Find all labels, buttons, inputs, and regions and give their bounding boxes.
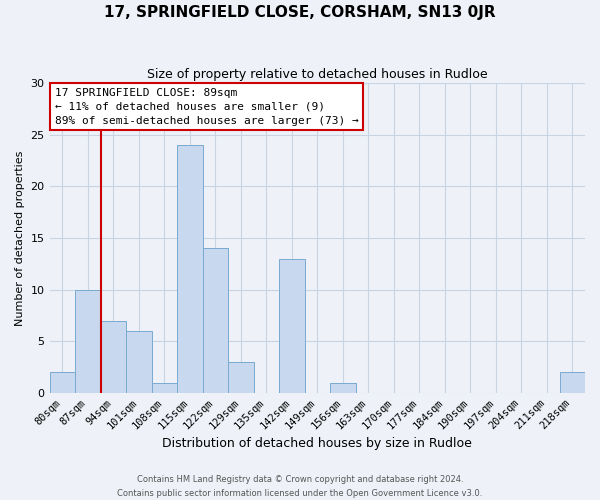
Bar (152, 382, 177, 393)
X-axis label: Distribution of detached houses by size in Rudloe: Distribution of detached houses by size … (163, 437, 472, 450)
Text: 17, SPRINGFIELD CLOSE, CORSHAM, SN13 0JR: 17, SPRINGFIELD CLOSE, CORSHAM, SN13 0JR (104, 5, 496, 20)
Bar (228, 362, 254, 393)
Bar (101, 320, 126, 393)
Bar (279, 258, 305, 393)
Bar (50, 372, 75, 393)
Text: 17 SPRINGFIELD CLOSE: 89sqm
← 11% of detached houses are smaller (9)
89% of semi: 17 SPRINGFIELD CLOSE: 89sqm ← 11% of det… (55, 88, 359, 126)
Text: Contains HM Land Registry data © Crown copyright and database right 2024.
Contai: Contains HM Land Registry data © Crown c… (118, 476, 482, 498)
Bar (203, 248, 228, 393)
Bar (126, 331, 152, 393)
Bar (330, 382, 356, 393)
Bar (560, 372, 585, 393)
Y-axis label: Number of detached properties: Number of detached properties (15, 150, 25, 326)
Bar (177, 145, 203, 393)
Bar (75, 290, 101, 393)
Title: Size of property relative to detached houses in Rudloe: Size of property relative to detached ho… (147, 68, 488, 80)
